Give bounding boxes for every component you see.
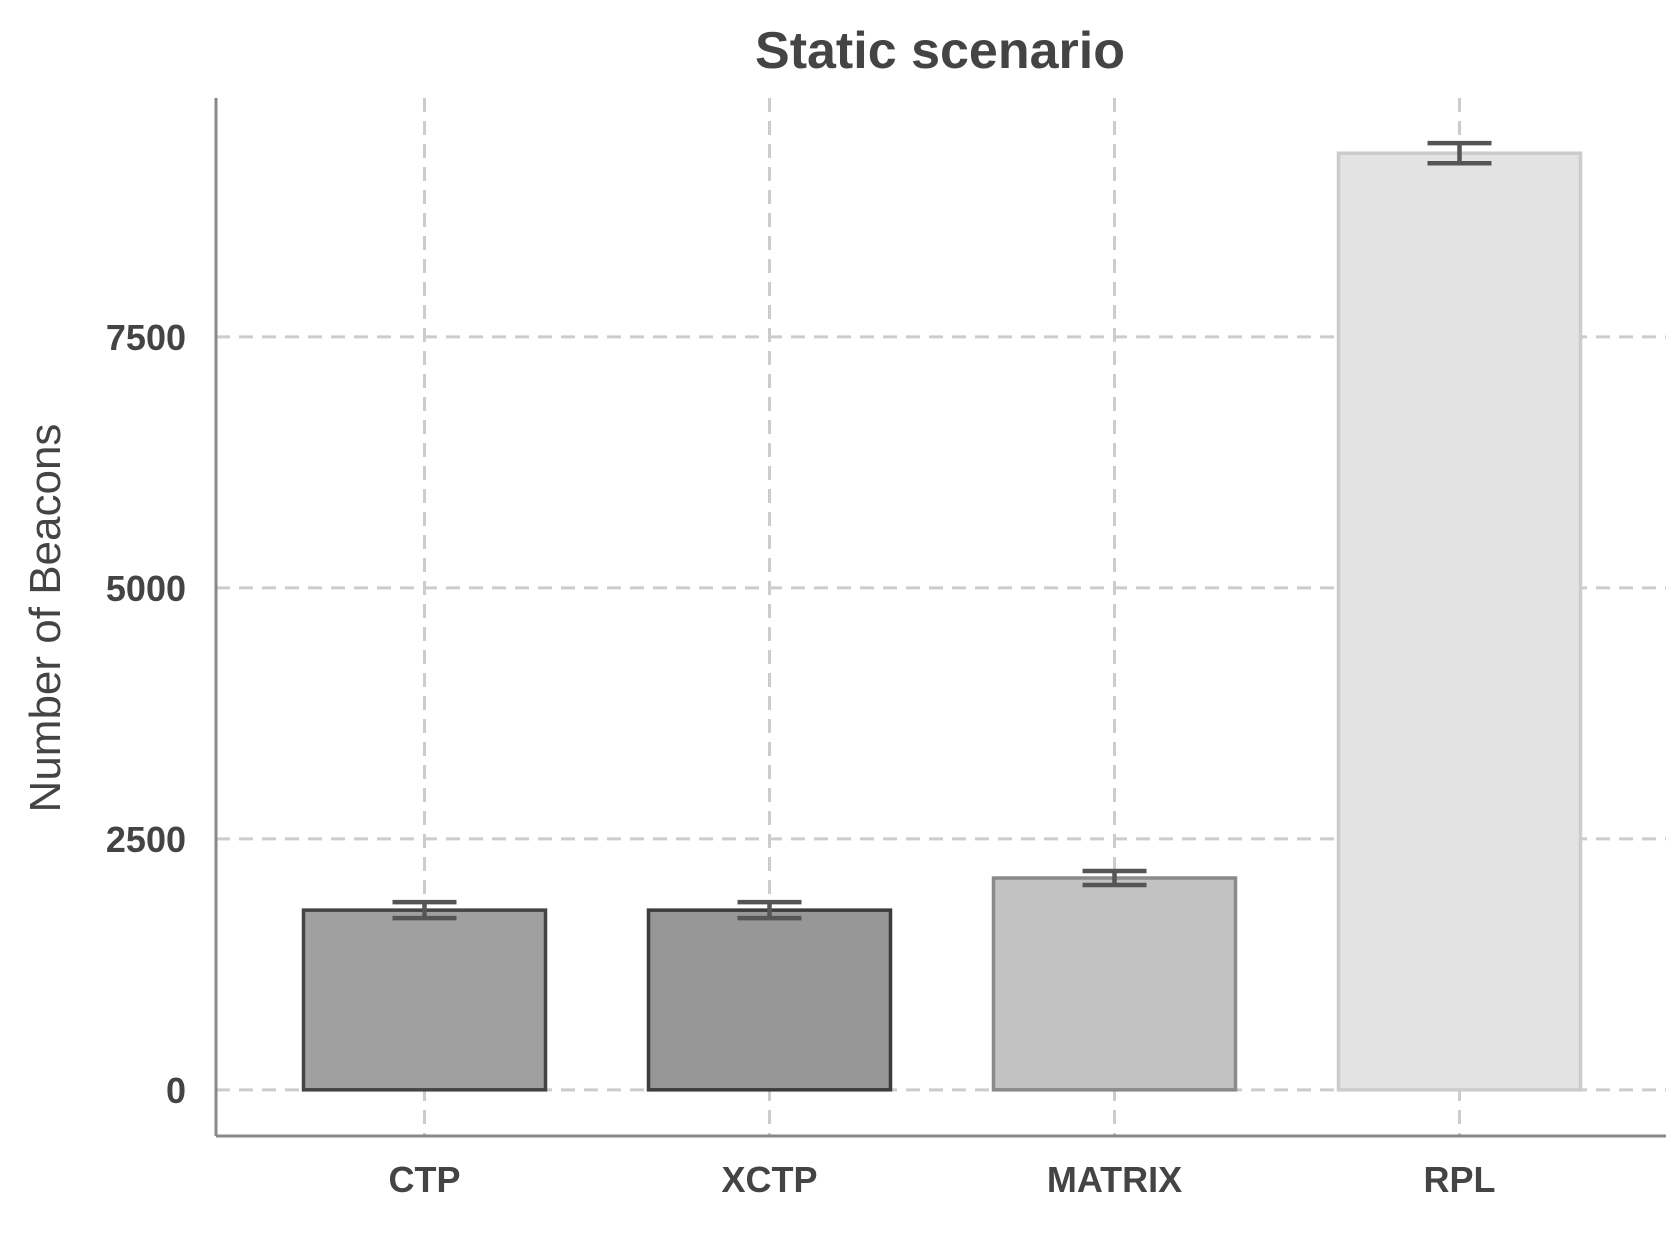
y-tick-label: 5000 <box>106 568 186 609</box>
x-tick-label: MATRIX <box>1047 1159 1182 1200</box>
chart-title: Static scenario <box>755 22 1125 80</box>
bar-rpl <box>1336 151 1583 1092</box>
y-axis-label: Number of Beacons <box>21 424 70 813</box>
y-tick-label: 7500 <box>106 317 186 358</box>
bar-xctp <box>646 908 893 1092</box>
bar-matrix <box>991 876 1238 1092</box>
x-tick-label: RPL <box>1424 1159 1496 1200</box>
y-tick-label: 2500 <box>106 819 186 860</box>
tick-labels: 0 2500 5000 7500 CTP XCTP MATRIX RPL <box>106 317 1496 1200</box>
x-tick-label: XCTP <box>721 1159 817 1200</box>
axes <box>214 98 1666 1138</box>
bar-ctp <box>301 908 548 1092</box>
x-tick-label: CTP <box>389 1159 461 1200</box>
bars <box>301 140 1583 1092</box>
y-tick-label: 0 <box>166 1070 186 1111</box>
